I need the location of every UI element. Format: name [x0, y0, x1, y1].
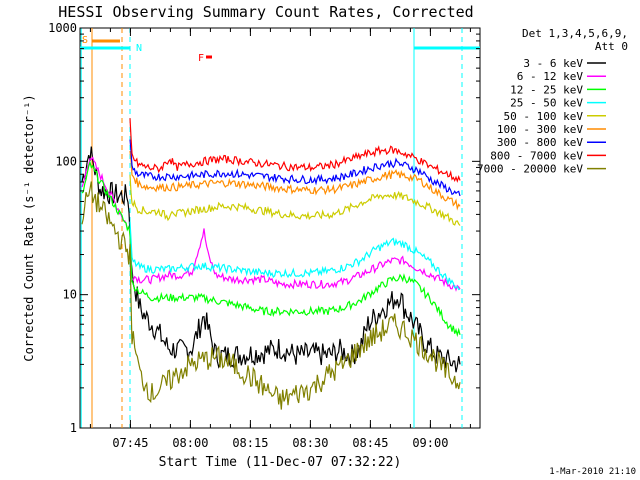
y-tick-label-2: 100: [55, 154, 77, 168]
legend-label-0: 3 - 6 keV: [523, 57, 583, 70]
y-tick-label-1: 10: [63, 288, 77, 302]
series-line-6: [129, 139, 461, 197]
series-layer: [81, 118, 461, 410]
legend-label-8: 7000 - 20000 keV: [477, 163, 583, 176]
legend-label-5: 100 - 300 keV: [497, 123, 583, 136]
x-tick-label-1: 08:00: [172, 436, 208, 450]
flare-flag-label: F: [198, 53, 204, 64]
series-line-2: [81, 160, 461, 338]
night-flag-label: N: [136, 43, 142, 54]
legend-header-line-1: Det 1,3,4,5,6,9,: [522, 27, 628, 40]
y-tick-label-0: 1: [70, 421, 77, 435]
series-line-1: [81, 156, 461, 292]
series-line-7: [129, 118, 461, 183]
series-line-5: [129, 150, 461, 211]
legend-label-1: 6 - 12 keV: [517, 70, 584, 83]
x-axis-label: Start Time (11-Dec-07 07:32:22): [159, 455, 402, 470]
series-line-0: [81, 146, 461, 373]
y-axis-label: Corrected Count Rate (s⁻¹ detector⁻¹): [22, 94, 36, 361]
saa-flag-label: S: [82, 35, 88, 46]
legend-label-2: 12 - 25 keV: [510, 83, 583, 96]
legend-label-4: 50 - 100 keV: [504, 110, 584, 123]
x-tick-label-3: 08:30: [292, 436, 328, 450]
decorations: [80, 28, 463, 428]
series-line-3: [129, 221, 461, 291]
x-tick-label-2: 08:15: [232, 436, 268, 450]
legend-label-7: 800 - 7000 keV: [490, 149, 583, 162]
series-line-8: [81, 181, 461, 410]
plot-area: [79, 27, 481, 429]
x-tick-label-5: 09:00: [412, 436, 448, 450]
series-line-4: [129, 174, 461, 226]
flags-layer: F S N: [80, 35, 480, 64]
x-tick-label-0: 07:45: [112, 436, 148, 450]
chart-title: HESSI Observing Summary Count Rates, Cor…: [58, 3, 473, 21]
legend-label-6: 300 - 800 keV: [497, 136, 583, 149]
legend-header-line-2: Att 0: [595, 40, 628, 53]
axes-layer: 07:45 08:00 08:15 08:30 08:45 09:00 1 10 100 1000: [48, 21, 480, 450]
y-tick-label-3: 1000: [48, 21, 77, 35]
legend-label-3: 25 - 50 keV: [510, 97, 583, 110]
footer-timestamp: 1-Mar-2010 21:10: [549, 467, 636, 477]
x-tick-label-4: 08:45: [352, 436, 388, 450]
